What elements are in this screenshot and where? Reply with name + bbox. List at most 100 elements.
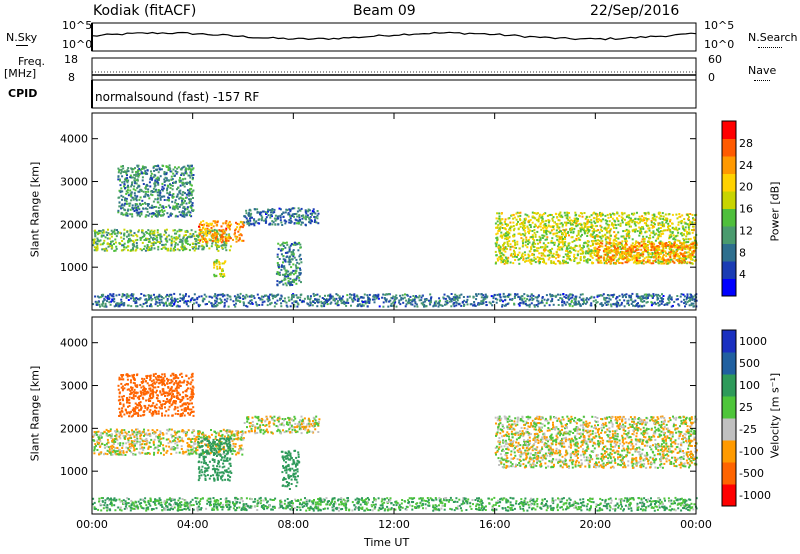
heatmap-cell	[606, 213, 609, 216]
heatmap-cell	[181, 203, 184, 206]
heatmap-cell	[594, 246, 597, 249]
heatmap-cell	[294, 243, 297, 246]
heatmap-cell	[583, 223, 586, 226]
heatmap-cell	[513, 255, 516, 258]
heatmap-cell	[662, 229, 665, 232]
heatmap-cell	[651, 253, 654, 256]
heatmap-cell	[168, 179, 170, 182]
heatmap-cell	[500, 231, 503, 234]
heatmap-cell	[149, 305, 151, 308]
heatmap-cell	[117, 178, 120, 181]
heatmap-cell	[618, 262, 621, 264]
heatmap-cell	[96, 245, 99, 247]
heatmap-cell	[595, 258, 598, 261]
heatmap-cell	[178, 205, 181, 208]
heatmap-cell	[656, 245, 659, 248]
heatmap-cell	[144, 170, 147, 173]
heatmap-cell	[316, 293, 319, 296]
heatmap-cell	[671, 232, 674, 235]
heatmap-cell	[561, 248, 564, 251]
heatmap-cell	[592, 216, 595, 219]
heatmap-cell	[577, 237, 580, 240]
heatmap-cell	[681, 225, 684, 228]
heatmap-cell	[136, 179, 139, 182]
heatmap-cell	[644, 231, 647, 234]
heatmap-cell	[638, 242, 641, 245]
heatmap-cell	[685, 257, 688, 260]
heatmap-cell	[616, 217, 618, 220]
heatmap-cell	[156, 231, 159, 234]
heatmap-cell	[670, 298, 673, 301]
heatmap-cell	[675, 228, 678, 231]
heatmap-cell	[136, 174, 139, 177]
heatmap-cell	[526, 225, 529, 228]
heatmap-cell	[123, 233, 125, 236]
heatmap-cell	[300, 281, 302, 284]
heatmap-cell	[594, 247, 597, 250]
heatmap-cell	[156, 179, 159, 182]
heatmap-cell	[245, 304, 248, 307]
heatmap-cell	[664, 245, 667, 248]
heatmap-cell	[183, 234, 186, 237]
heatmap-cell	[519, 219, 522, 222]
heatmap-cell	[669, 256, 672, 258]
heatmap-cell	[547, 224, 550, 227]
heatmap-cell	[235, 297, 238, 300]
heatmap-cell	[563, 244, 566, 247]
heatmap-cell	[163, 233, 166, 236]
heatmap-cell	[640, 295, 643, 298]
heatmap-cell	[549, 249, 552, 252]
heatmap-cell	[496, 226, 499, 229]
heatmap-cell	[617, 303, 620, 306]
heatmap-cell	[314, 298, 317, 301]
heatmap-cell	[485, 304, 488, 306]
heatmap-cell	[505, 237, 508, 240]
heatmap-cell	[175, 195, 178, 198]
heatmap-cell	[621, 293, 624, 296]
heatmap-cell	[654, 251, 656, 253]
heatmap-cell	[536, 226, 539, 229]
heatmap-cell	[265, 220, 268, 223]
heatmap-cell	[311, 210, 314, 213]
heatmap-cell	[219, 273, 222, 275]
heatmap-cell	[214, 299, 216, 302]
heatmap-cell	[120, 236, 123, 239]
heatmap-cell	[480, 300, 483, 303]
heatmap-cell	[346, 299, 349, 302]
heatmap-cell	[138, 229, 140, 232]
heatmap-cell	[672, 234, 675, 237]
heatmap-cell	[691, 229, 693, 231]
heatmap-cell	[242, 221, 245, 224]
heatmap-cell	[120, 204, 123, 207]
heatmap-cell	[534, 233, 537, 236]
heatmap-cell	[566, 257, 569, 260]
heatmap-cell	[160, 168, 163, 171]
heatmap-cell	[616, 300, 619, 303]
heatmap-cell	[626, 233, 629, 236]
heatmap-cell	[669, 225, 672, 227]
heatmap-cell	[570, 299, 573, 302]
heatmap-cell	[664, 229, 667, 232]
heatmap-cell	[326, 303, 329, 306]
heatmap-cell	[198, 295, 201, 298]
heatmap-cell	[534, 258, 537, 260]
heatmap-cell	[620, 216, 623, 219]
heatmap-cell	[609, 251, 612, 254]
heatmap-cell	[202, 234, 205, 237]
heatmap-cell	[237, 296, 240, 299]
heatmap-cell	[677, 221, 680, 224]
heatmap-cell	[530, 296, 533, 299]
heatmap-cell	[181, 197, 184, 200]
heatmap-cell	[127, 184, 129, 187]
heatmap-cell	[316, 305, 319, 308]
heatmap-cell	[450, 305, 453, 308]
heatmap-cell	[398, 299, 401, 302]
heatmap-cell	[554, 262, 557, 265]
heatmap-cell	[632, 213, 635, 216]
heatmap-cell	[277, 242, 280, 245]
heatmap-cell	[518, 251, 521, 254]
heatmap-cell	[654, 218, 657, 221]
heatmap-cell	[159, 197, 162, 200]
heatmap-cell	[566, 214, 569, 217]
heatmap-cell	[129, 231, 132, 234]
